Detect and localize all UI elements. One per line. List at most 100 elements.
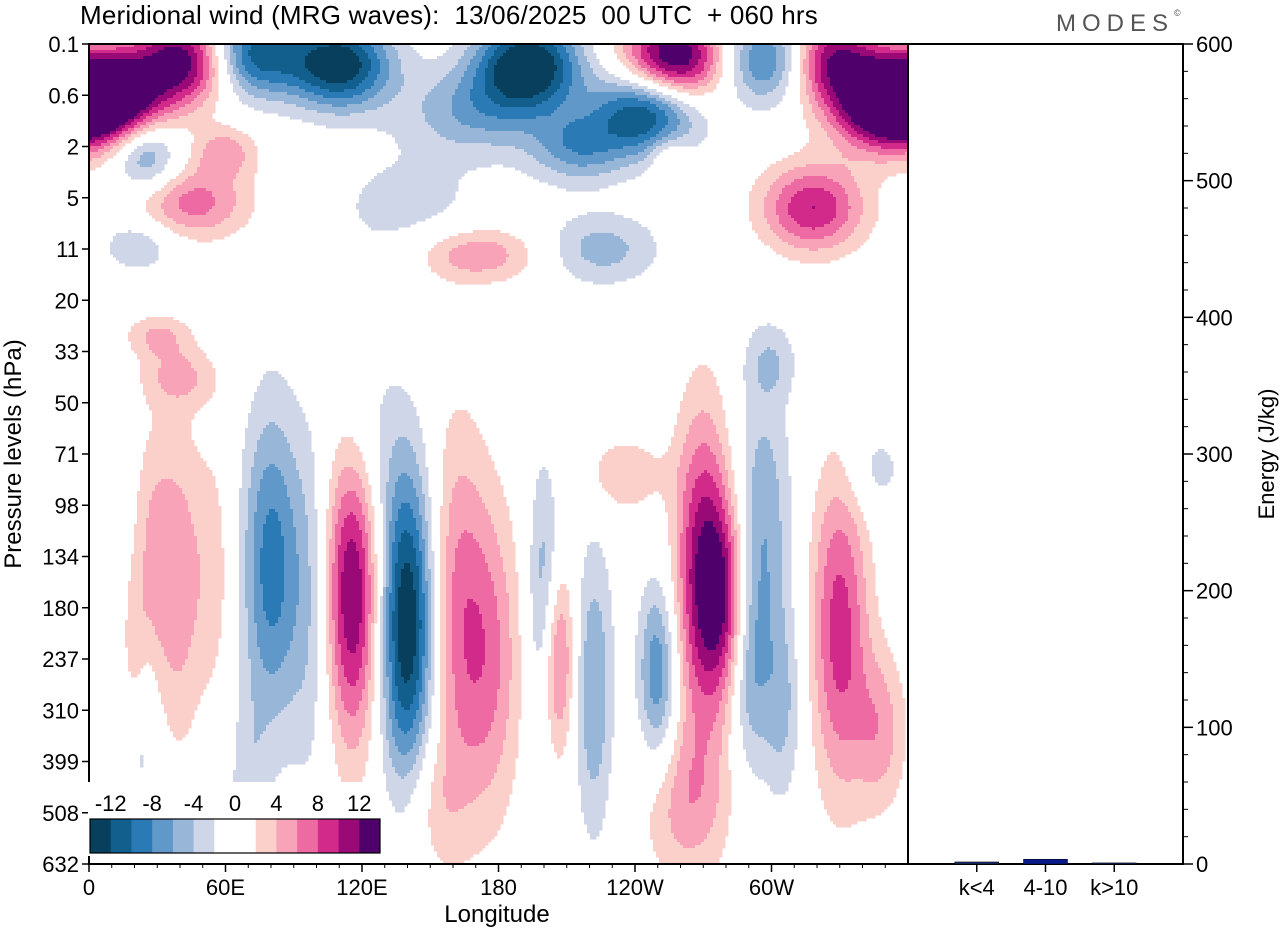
heatmap-cell bbox=[575, 50, 585, 54]
heatmap-cell bbox=[719, 56, 723, 60]
heatmap-cell bbox=[677, 104, 690, 108]
heatmap-cell bbox=[476, 107, 558, 111]
heatmap-cell bbox=[383, 614, 387, 618]
heatmap-cell bbox=[686, 569, 690, 573]
heatmap-cell bbox=[686, 542, 693, 546]
heatmap-cell bbox=[413, 572, 420, 576]
heatmap-cell bbox=[386, 56, 399, 60]
heatmap-cell bbox=[362, 533, 369, 537]
heatmap-cell bbox=[686, 587, 693, 591]
heatmap-cell bbox=[746, 350, 765, 354]
heatmap-cell bbox=[722, 542, 726, 546]
heatmap-cell bbox=[164, 47, 183, 51]
heatmap-cell bbox=[242, 467, 252, 471]
heatmap-cell bbox=[341, 542, 348, 546]
heatmap-cell bbox=[719, 50, 723, 54]
heatmap-cell bbox=[815, 59, 822, 63]
heatmap-cell bbox=[698, 506, 717, 510]
heatmap-cell bbox=[239, 614, 249, 618]
heatmap-cell bbox=[398, 626, 417, 630]
heatmap-cell bbox=[428, 593, 432, 597]
heatmap-cell bbox=[431, 620, 435, 624]
heatmap-cell bbox=[392, 506, 402, 510]
heatmap-cell bbox=[449, 527, 495, 531]
heatmap-cell bbox=[695, 515, 720, 519]
heatmap-cell bbox=[716, 527, 723, 531]
heatmap-cell bbox=[707, 56, 714, 60]
heatmap-cell bbox=[200, 161, 243, 165]
heatmap-cell bbox=[683, 398, 723, 402]
heatmap-cell bbox=[419, 614, 426, 618]
heatmap-cell bbox=[683, 521, 690, 525]
heatmap-cell bbox=[728, 554, 732, 558]
heatmap-cell bbox=[683, 581, 687, 585]
heatmap-cell bbox=[581, 242, 627, 246]
heatmap-cell bbox=[731, 524, 735, 528]
heatmap-cell bbox=[158, 482, 177, 486]
heatmap-cell bbox=[488, 509, 510, 513]
heatmap-cell bbox=[425, 545, 429, 549]
heatmap-cell bbox=[398, 146, 516, 150]
heatmap-cell bbox=[128, 599, 144, 603]
heatmap-cell bbox=[362, 599, 366, 603]
heatmap-cell bbox=[242, 476, 252, 480]
heatmap-cell bbox=[776, 161, 876, 165]
heatmap-cell bbox=[734, 602, 738, 606]
heatmap-cell bbox=[731, 560, 735, 564]
heatmap-cell bbox=[644, 593, 663, 597]
heatmap-cell bbox=[104, 146, 114, 150]
heatmap-cell bbox=[110, 131, 117, 135]
heatmap-cell bbox=[716, 455, 726, 459]
heatmap-cell bbox=[440, 575, 447, 579]
heatmap-cell bbox=[248, 518, 255, 522]
heatmap-cell bbox=[239, 488, 249, 492]
heatmap-cell bbox=[809, 74, 816, 78]
heatmap-cell bbox=[686, 113, 702, 117]
heatmap-cell bbox=[248, 515, 255, 519]
heatmap-cell bbox=[428, 554, 435, 558]
heatmap-cell bbox=[683, 506, 690, 510]
heatmap-cell bbox=[428, 605, 432, 609]
heatmap-cell bbox=[119, 125, 126, 129]
heatmap-cell bbox=[737, 620, 741, 624]
heatmap-cell bbox=[824, 521, 855, 525]
heatmap-cell bbox=[425, 599, 429, 603]
heatmap-cell bbox=[359, 623, 366, 627]
heatmap-cell bbox=[392, 578, 396, 582]
heatmap-cell bbox=[398, 515, 414, 519]
heatmap-cell bbox=[386, 542, 390, 546]
heatmap-cell bbox=[803, 104, 813, 108]
heatmap-cell bbox=[848, 218, 861, 222]
heatmap-cell bbox=[638, 98, 657, 102]
heatmap-cell bbox=[185, 164, 201, 168]
heatmap-cell bbox=[746, 404, 786, 408]
heatmap-cell bbox=[305, 89, 330, 93]
heatmap-cell bbox=[776, 470, 789, 474]
heatmap-cell bbox=[125, 122, 132, 126]
heatmap-cell bbox=[383, 518, 387, 522]
heatmap-cell bbox=[398, 92, 429, 96]
heatmap-cell bbox=[686, 476, 699, 480]
heatmap-cell bbox=[845, 584, 858, 588]
heatmap-cell bbox=[191, 68, 198, 72]
heatmap-cell bbox=[383, 569, 387, 573]
heatmap-cell bbox=[89, 107, 147, 111]
heatmap-cell bbox=[425, 557, 429, 561]
heatmap-cell bbox=[530, 551, 540, 555]
heatmap-cell bbox=[596, 74, 615, 78]
heatmap-cell bbox=[848, 167, 908, 171]
heatmap-cell bbox=[674, 593, 678, 597]
heatmap-cell bbox=[740, 65, 750, 69]
heatmap-cell bbox=[671, 440, 687, 444]
heatmap-cell bbox=[116, 128, 123, 132]
heatmap-cell bbox=[365, 530, 372, 534]
heatmap-cell bbox=[662, 71, 678, 75]
heatmap-cell bbox=[89, 113, 138, 117]
heatmap-cell bbox=[458, 59, 471, 63]
heatmap-cell bbox=[734, 527, 741, 531]
heatmap-cell bbox=[734, 551, 738, 555]
heatmap-cell bbox=[335, 452, 363, 456]
heatmap-cell bbox=[722, 473, 729, 477]
heatmap-cell bbox=[140, 116, 147, 120]
heatmap-cell bbox=[428, 632, 432, 636]
